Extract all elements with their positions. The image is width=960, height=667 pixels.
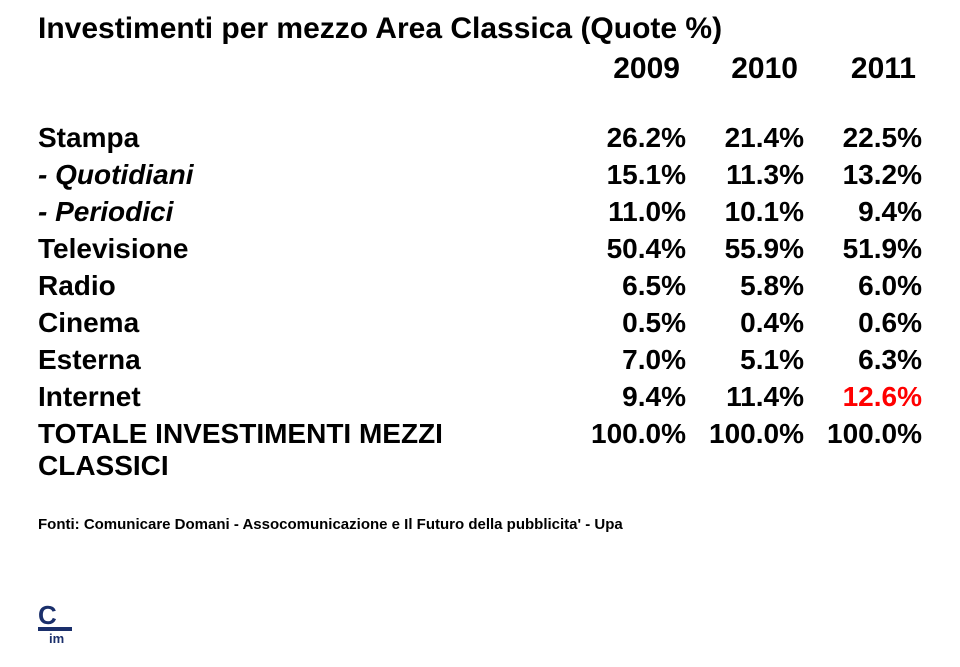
table-row: TOTALE INVESTIMENTI MEZZI CLASSICI100.0%…: [38, 418, 922, 482]
footnote: Fonti: Comunicare Domani - Assocomunicaz…: [38, 516, 922, 533]
logo-sub: im: [38, 632, 72, 645]
cell: 26.2%: [568, 122, 686, 154]
cell: 10.1%: [686, 196, 804, 228]
cell: 11.0%: [568, 196, 686, 228]
row-label: Internet: [38, 381, 568, 413]
cell: 21.4%: [686, 122, 804, 154]
data-rows: Stampa26.2%21.4%22.5%- Quotidiani15.1%11…: [38, 122, 922, 482]
table-row: - Quotidiani15.1%11.3%13.2%: [38, 159, 922, 191]
row-label: Stampa: [38, 122, 568, 154]
cell: 22.5%: [804, 122, 922, 154]
cell: 0.6%: [804, 307, 922, 339]
cell: 9.4%: [804, 196, 922, 228]
logo-letter: C: [38, 605, 72, 626]
cell: 13.2%: [804, 159, 922, 191]
row-label: - Periodici: [38, 196, 568, 228]
cell: 100.0%: [804, 418, 922, 450]
year-col-0: 2009: [562, 52, 680, 86]
page-title: Investimenti per mezzo Area Classica (Qu…: [38, 12, 922, 46]
cell: 0.4%: [686, 307, 804, 339]
table-row: Esterna7.0%5.1%6.3%: [38, 344, 922, 376]
row-label: TOTALE INVESTIMENTI MEZZI CLASSICI: [38, 418, 568, 482]
cell: 51.9%: [804, 233, 922, 265]
row-label: Radio: [38, 270, 568, 302]
table-row: - Periodici11.0%10.1%9.4%: [38, 196, 922, 228]
cell: 5.8%: [686, 270, 804, 302]
row-label: Esterna: [38, 344, 568, 376]
cell: 5.1%: [686, 344, 804, 376]
year-col-1: 2010: [680, 52, 798, 86]
table-row: Cinema0.5%0.4%0.6%: [38, 307, 922, 339]
row-label: Cinema: [38, 307, 568, 339]
cell: 11.4%: [686, 381, 804, 413]
table-row: Televisione50.4%55.9%51.9%: [38, 233, 922, 265]
cell: 7.0%: [568, 344, 686, 376]
cell: 55.9%: [686, 233, 804, 265]
year-col-2: 2011: [798, 52, 916, 86]
table-row: Internet9.4%11.4%12.6%: [38, 381, 922, 413]
year-header-row: 2009 2010 2011: [38, 52, 922, 86]
cell: 100.0%: [568, 418, 686, 450]
cell: 6.0%: [804, 270, 922, 302]
cell: 9.4%: [568, 381, 686, 413]
brand-logo: C im: [38, 605, 72, 639]
table-row: Stampa26.2%21.4%22.5%: [38, 122, 922, 154]
cell: 50.4%: [568, 233, 686, 265]
table-row: Radio6.5%5.8%6.0%: [38, 270, 922, 302]
cell: 100.0%: [686, 418, 804, 450]
cell: 6.3%: [804, 344, 922, 376]
cell: 11.3%: [686, 159, 804, 191]
cell: 15.1%: [568, 159, 686, 191]
row-label: - Quotidiani: [38, 159, 568, 191]
cell: 12.6%: [804, 381, 922, 413]
row-label: Televisione: [38, 233, 568, 265]
page-root: Investimenti per mezzo Area Classica (Qu…: [0, 0, 960, 667]
cell: 6.5%: [568, 270, 686, 302]
cell: 0.5%: [568, 307, 686, 339]
